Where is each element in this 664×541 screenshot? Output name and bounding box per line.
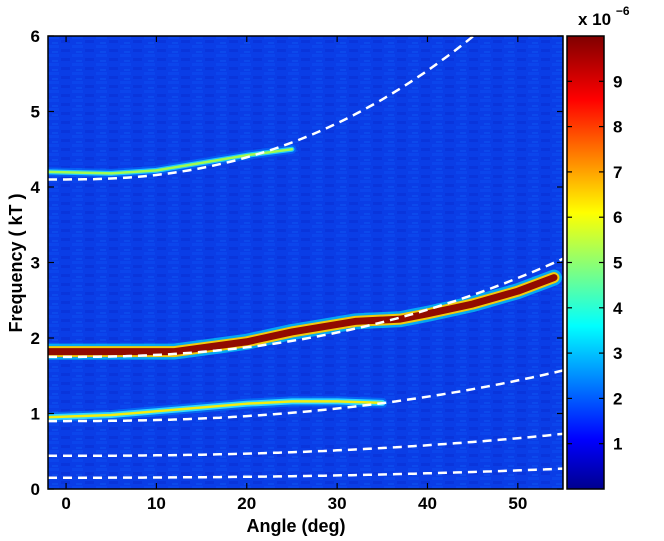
- x-axis: 0 10 20 30 40 50: [61, 36, 527, 513]
- model-dispersion-curve: [48, 369, 563, 423]
- y-axis: 0 1 2 3 4 5 6: [31, 27, 563, 499]
- x-tick-label: 20: [237, 494, 256, 513]
- x-tick-label: 50: [508, 494, 527, 513]
- y-tick-label: 5: [31, 103, 40, 122]
- colorbar-tick-label: 9: [613, 72, 622, 91]
- model-curves: [48, 36, 563, 479]
- model-dispersion-curve: [48, 432, 563, 458]
- colorbar-tick-label: 3: [613, 344, 622, 363]
- colorbar-tick-label: 1: [613, 435, 622, 454]
- colorbar-tick-label: 2: [613, 389, 622, 408]
- x-tick-label: 40: [418, 494, 437, 513]
- x-tick-label: 0: [61, 494, 70, 513]
- colorbar-ticks: 1 2 3 4 5 6 7 8 9: [567, 72, 623, 454]
- colorbar-tick-label: 8: [613, 118, 622, 137]
- x-tick-label: 30: [328, 494, 347, 513]
- x-axis-label: Angle (deg): [247, 516, 346, 536]
- colorbar-tick-label: 7: [613, 163, 622, 182]
- colorbar-multiplier-exponent: −6: [616, 4, 630, 18]
- heatmap-ridge: [48, 274, 558, 356]
- colorbar: [566, 35, 605, 490]
- y-tick-label: 3: [31, 254, 40, 273]
- y-tick-label: 2: [31, 329, 40, 348]
- y-tick-label: 0: [31, 480, 40, 499]
- colorbar-multiplier-base: x 10: [578, 10, 611, 29]
- colorbar-multiplier: x 10 −6: [578, 4, 630, 29]
- model-dispersion-curve: [48, 467, 563, 479]
- heatmap-ridge: [48, 400, 384, 419]
- y-tick-label: 1: [31, 405, 40, 424]
- model-dispersion-curve: [48, 36, 476, 181]
- y-tick-label: 4: [31, 178, 41, 197]
- y-tick-label: 6: [31, 27, 40, 46]
- x-tick-label: 10: [147, 494, 166, 513]
- colorbar-tick-label: 4: [613, 299, 623, 318]
- heatmap-ridge: [48, 148, 294, 175]
- model-dispersion-curve: [48, 257, 563, 359]
- y-axis-label: Frequency ( kT ): [6, 193, 26, 332]
- heatmap-layer: [48, 144, 562, 423]
- colorbar-tick-label: 5: [613, 254, 622, 273]
- colorbar-tick-label: 6: [613, 208, 622, 227]
